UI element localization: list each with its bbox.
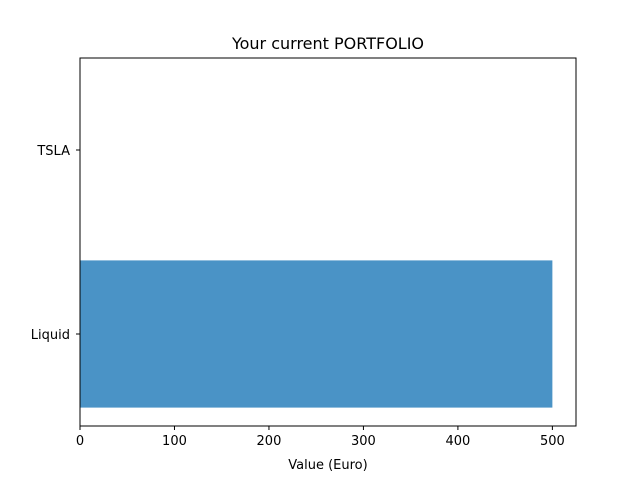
y-axis-ticks: Liquid TSLA <box>31 144 80 343</box>
chart-title: Your current PORTFOLIO <box>231 34 424 53</box>
bars-group <box>80 260 553 408</box>
x-tick-label: 0 <box>76 434 84 449</box>
x-tick-label: 400 <box>445 434 470 449</box>
x-tick-label: 200 <box>257 434 282 449</box>
plot-frame <box>79 57 577 427</box>
x-tick-label: 300 <box>351 434 376 449</box>
x-tick-label: 100 <box>162 434 187 449</box>
x-axis-label: Value (Euro) <box>288 458 367 473</box>
y-tick-label: TSLA <box>36 144 70 159</box>
x-axis-ticks: 0 100 200 300 400 500 <box>76 426 565 449</box>
x-tick-label: 500 <box>540 434 565 449</box>
bar-liquid <box>80 260 553 408</box>
y-tick-label: Liquid <box>31 328 70 343</box>
